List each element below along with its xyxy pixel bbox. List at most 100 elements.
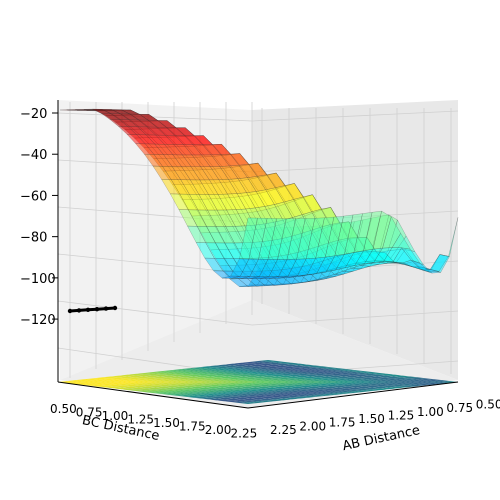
contour-cell xyxy=(189,384,207,387)
contour-cell xyxy=(240,382,258,385)
contour-cell xyxy=(270,372,287,375)
contour-cell xyxy=(255,386,273,389)
contour-cell xyxy=(400,380,417,382)
contour-cell xyxy=(180,368,198,371)
contour-cell xyxy=(282,364,299,367)
contour-cell xyxy=(170,390,188,393)
contour-cell xyxy=(308,379,326,382)
contour-cell xyxy=(92,379,109,382)
contour-cell xyxy=(432,382,450,384)
contour-cell xyxy=(289,367,306,370)
contour-cell xyxy=(193,375,211,378)
contour-cell xyxy=(190,382,208,385)
contour-cell xyxy=(126,377,143,380)
contour-cell xyxy=(228,391,246,393)
contour-cell xyxy=(254,371,271,373)
contour-cell xyxy=(327,375,344,378)
contour-cell xyxy=(356,384,373,387)
contour-cell xyxy=(170,372,187,375)
contour-cell xyxy=(274,363,291,366)
contour-cell xyxy=(213,387,231,390)
contour-cell xyxy=(234,395,252,398)
contour-cell xyxy=(105,386,123,389)
contour-cell xyxy=(290,363,308,366)
trajectory-point xyxy=(103,306,109,311)
contour-cell xyxy=(252,374,270,377)
contour-cell xyxy=(401,376,419,379)
contour-cell xyxy=(158,381,175,383)
contour-cell xyxy=(99,382,116,384)
contour-cell xyxy=(320,390,338,393)
contour-cell xyxy=(154,371,171,373)
bc-tick-label: 1.75 xyxy=(179,420,206,434)
contour-cell xyxy=(275,398,292,401)
contour-cell xyxy=(176,394,194,397)
contour-cell xyxy=(253,372,271,375)
contour-cell xyxy=(216,399,233,402)
contour-cell xyxy=(218,376,236,379)
contour-cell xyxy=(265,383,282,386)
contour-cell xyxy=(273,365,291,368)
contour-cell xyxy=(184,378,201,381)
contour-cell xyxy=(331,383,349,386)
contour-cell xyxy=(359,377,377,380)
contour-cell xyxy=(265,382,283,384)
contour-cell xyxy=(250,380,267,382)
contour-cell xyxy=(237,371,255,373)
contour-cell xyxy=(163,370,180,372)
surface-facet xyxy=(195,242,215,259)
contour-cell xyxy=(328,391,346,393)
contour-cell xyxy=(261,373,278,376)
ab-axis-ticks: 2.25 2.00 1.75 1.50 1.25 1.00 0.75 0.50 xyxy=(270,398,500,437)
contour-cell xyxy=(231,383,249,386)
contour-cell xyxy=(224,381,242,383)
contour-cell xyxy=(134,378,151,381)
contour-cell xyxy=(281,366,298,369)
contour-cell xyxy=(251,395,268,398)
contour-cell xyxy=(121,388,138,391)
contour-cell xyxy=(318,393,336,396)
contour-cell xyxy=(304,371,321,373)
contour-cell xyxy=(155,386,173,389)
contour-cell xyxy=(211,373,228,376)
contour-cell xyxy=(222,386,239,389)
contour-cell xyxy=(398,383,416,386)
contour-cell xyxy=(344,373,362,376)
contour-cell xyxy=(275,379,293,382)
contour-cell xyxy=(279,389,296,392)
contour-cell xyxy=(295,371,313,374)
contour-cell xyxy=(110,375,128,378)
contour-cell xyxy=(220,371,238,373)
contour-cell xyxy=(146,387,164,390)
contour-cell xyxy=(313,387,331,390)
contour-cell xyxy=(266,399,283,402)
contour-cell xyxy=(301,395,318,398)
contour-cell xyxy=(116,380,134,382)
contour-cell xyxy=(169,374,186,377)
contour-cell xyxy=(362,389,380,392)
contour-cell xyxy=(202,393,219,396)
contour-cell xyxy=(223,365,241,368)
contour-cell xyxy=(198,366,215,369)
contour-cell xyxy=(123,382,141,385)
contour-cell xyxy=(197,385,215,388)
contour-cell xyxy=(100,380,117,382)
contour-cell xyxy=(164,385,181,388)
contour-cell xyxy=(373,384,390,387)
trajectory-point xyxy=(76,308,82,313)
contour-cell xyxy=(332,382,350,384)
contour-cell xyxy=(220,390,238,393)
contour-cell xyxy=(272,386,289,389)
contour-cell xyxy=(269,392,287,394)
contour-cell xyxy=(203,372,221,375)
contour-cell xyxy=(408,379,426,382)
contour-cell xyxy=(383,380,401,382)
contour-cell xyxy=(286,392,303,394)
contour-cell xyxy=(173,384,190,387)
contour-cell xyxy=(273,382,291,385)
contour-cell xyxy=(138,386,156,389)
contour-cell xyxy=(255,367,273,370)
contour-cell xyxy=(380,387,397,390)
contour-cell xyxy=(313,368,331,371)
